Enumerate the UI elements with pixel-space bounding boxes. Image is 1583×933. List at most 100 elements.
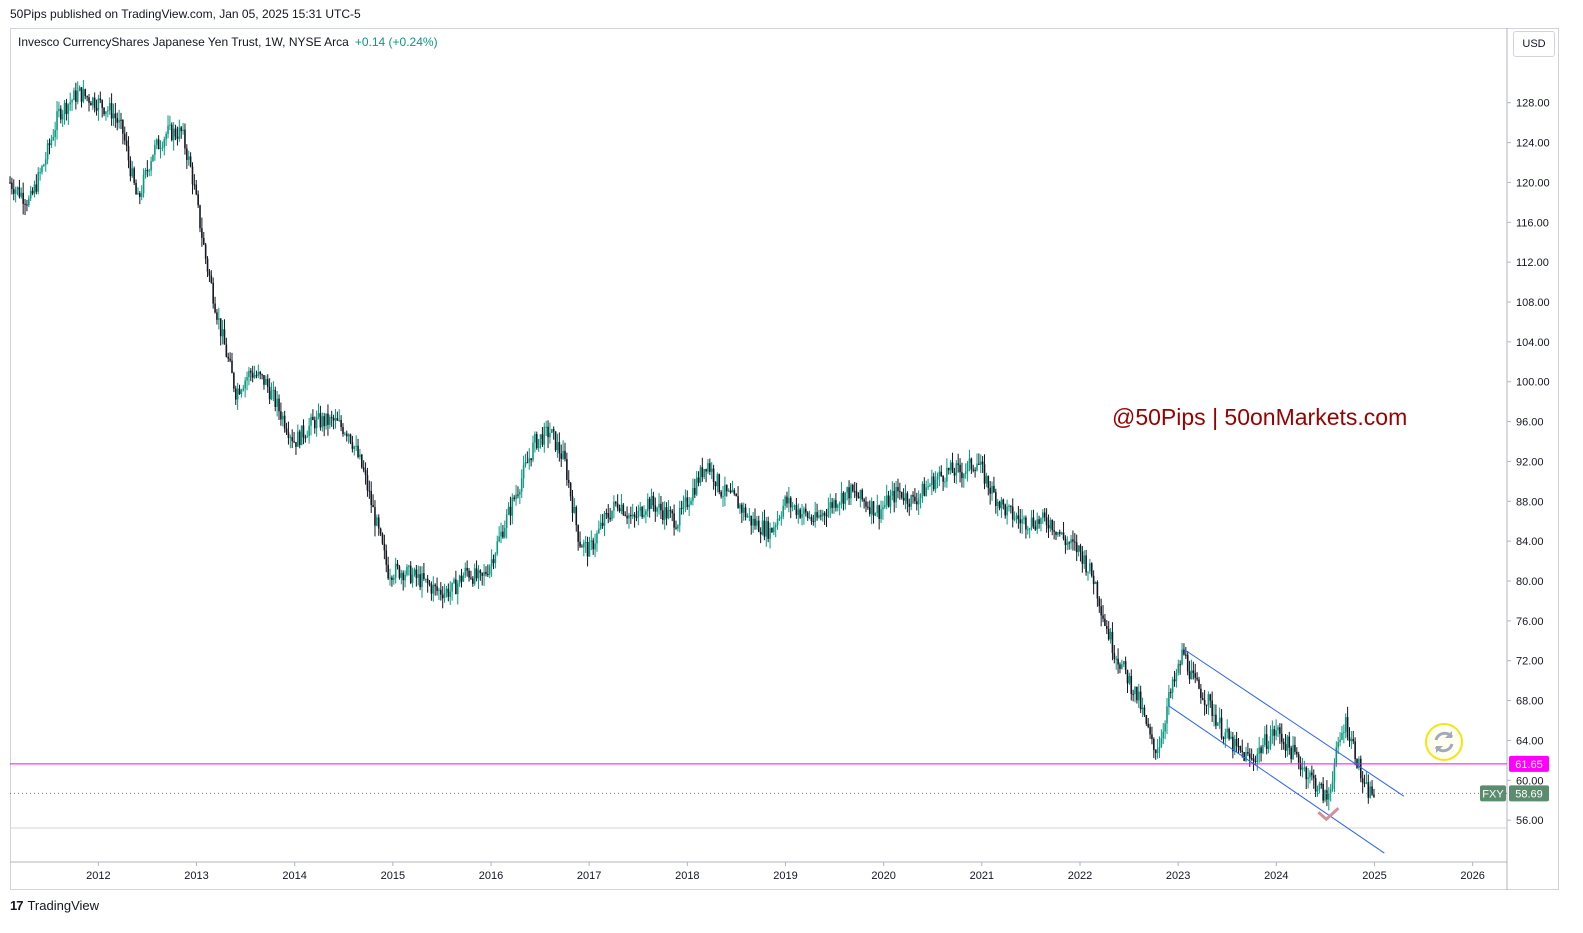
candle-body	[1083, 555, 1086, 564]
candle-body	[1156, 748, 1159, 753]
candle-body	[383, 543, 386, 551]
candle-body	[146, 169, 149, 171]
candle-body	[835, 500, 837, 508]
candle-body	[485, 571, 487, 574]
candle-body	[872, 501, 875, 516]
time-tick-label: 2022	[1068, 870, 1092, 882]
candle-body	[180, 127, 182, 132]
candle-body	[605, 513, 608, 515]
candle-body	[863, 499, 865, 502]
candle-body	[688, 504, 690, 507]
candle-body	[1280, 733, 1283, 742]
candle-body	[1211, 700, 1213, 716]
candle-body	[983, 464, 986, 484]
candle-body	[528, 458, 531, 463]
candle-body	[733, 490, 736, 494]
candle-body	[831, 502, 833, 508]
candle-body	[451, 582, 453, 592]
candle-body	[505, 514, 508, 529]
candle-body	[163, 139, 166, 148]
candle-body	[233, 373, 235, 389]
candle-body	[820, 515, 822, 517]
candle-body	[812, 521, 815, 523]
candle-body	[556, 442, 559, 451]
candle-body	[823, 512, 826, 516]
horizontal-level-label: 61.65	[1515, 759, 1543, 771]
candle-body	[1124, 661, 1127, 670]
time-tick-label: 2019	[773, 870, 797, 882]
symbol-legend[interactable]: Invesco CurrencyShares Japanese Yen Trus…	[18, 35, 438, 49]
candle-body	[229, 358, 231, 361]
candle-body	[105, 111, 107, 115]
candle-body	[199, 205, 201, 229]
candle-body	[804, 508, 807, 513]
candle-body	[725, 484, 728, 492]
sync-button[interactable]	[1425, 723, 1463, 761]
candle-body	[895, 487, 897, 503]
candle-body	[423, 573, 425, 579]
candle-body	[1352, 738, 1355, 742]
time-axis[interactable]: 2012 2013 2014 2015 2016 2017 2018 2019 2020 2021…	[86, 862, 1485, 882]
candle-body	[236, 388, 239, 400]
candle-body	[693, 487, 696, 495]
candle-body	[191, 166, 194, 185]
candle-body	[374, 507, 376, 526]
candle-body	[707, 463, 709, 472]
price-tick-label: 104.00	[1516, 337, 1550, 349]
price-tick-label: 124.00	[1516, 138, 1550, 150]
candle-body	[1367, 782, 1370, 798]
candle-body	[1023, 517, 1025, 520]
candle-body	[622, 504, 625, 515]
candle-body	[543, 426, 546, 445]
candle-body	[1205, 704, 1208, 706]
candle-body	[773, 527, 775, 533]
price-axis[interactable]: 128.00 124.00 120.00 116.00 112.00 108.00 104.…	[1507, 98, 1550, 827]
symbol-badge	[1480, 785, 1506, 802]
candle-body	[861, 489, 864, 500]
candle-body	[547, 426, 549, 438]
candle-body	[692, 487, 694, 501]
candle-body	[376, 517, 378, 526]
candle-body	[686, 497, 689, 507]
candle-body	[1311, 772, 1313, 776]
candle-body	[35, 184, 38, 192]
candle-body	[496, 541, 499, 554]
candle-body	[351, 442, 354, 449]
candle-body	[1058, 532, 1061, 534]
candle-body	[848, 487, 850, 499]
candle-body	[50, 139, 53, 146]
candle-body	[1094, 581, 1097, 585]
footer[interactable]: 17 TradingView	[10, 898, 99, 913]
candle-body	[859, 489, 862, 499]
candle-body	[409, 565, 412, 583]
candle-body	[112, 113, 115, 119]
candle-body	[767, 521, 769, 539]
candle-body	[989, 487, 991, 494]
candle-body	[846, 487, 848, 493]
candle-body	[270, 390, 273, 400]
candle-body	[646, 498, 649, 512]
candle-body	[509, 506, 512, 516]
candle-body	[1256, 753, 1259, 762]
candle-body	[438, 589, 440, 591]
price-tick-label: 128.00	[1516, 98, 1550, 110]
candle-body	[976, 463, 978, 471]
candle-body	[582, 542, 585, 548]
candle-body	[885, 495, 888, 505]
candle-body	[784, 496, 786, 506]
candle-body	[58, 108, 60, 112]
tradingview-logo-icon: 17	[10, 898, 24, 913]
candle-body	[1002, 499, 1005, 505]
candle-body	[28, 198, 30, 206]
candle-body	[927, 486, 929, 488]
candle-body	[155, 139, 158, 145]
candle-body	[1119, 664, 1121, 669]
candle-body	[609, 517, 611, 520]
candle-body	[69, 102, 72, 105]
candle-body	[234, 388, 237, 400]
time-tick-label: 2025	[1362, 870, 1386, 882]
candle-body	[1363, 782, 1366, 784]
price-tick-label: 108.00	[1516, 297, 1550, 309]
currency-button[interactable]: USD	[1513, 31, 1555, 57]
